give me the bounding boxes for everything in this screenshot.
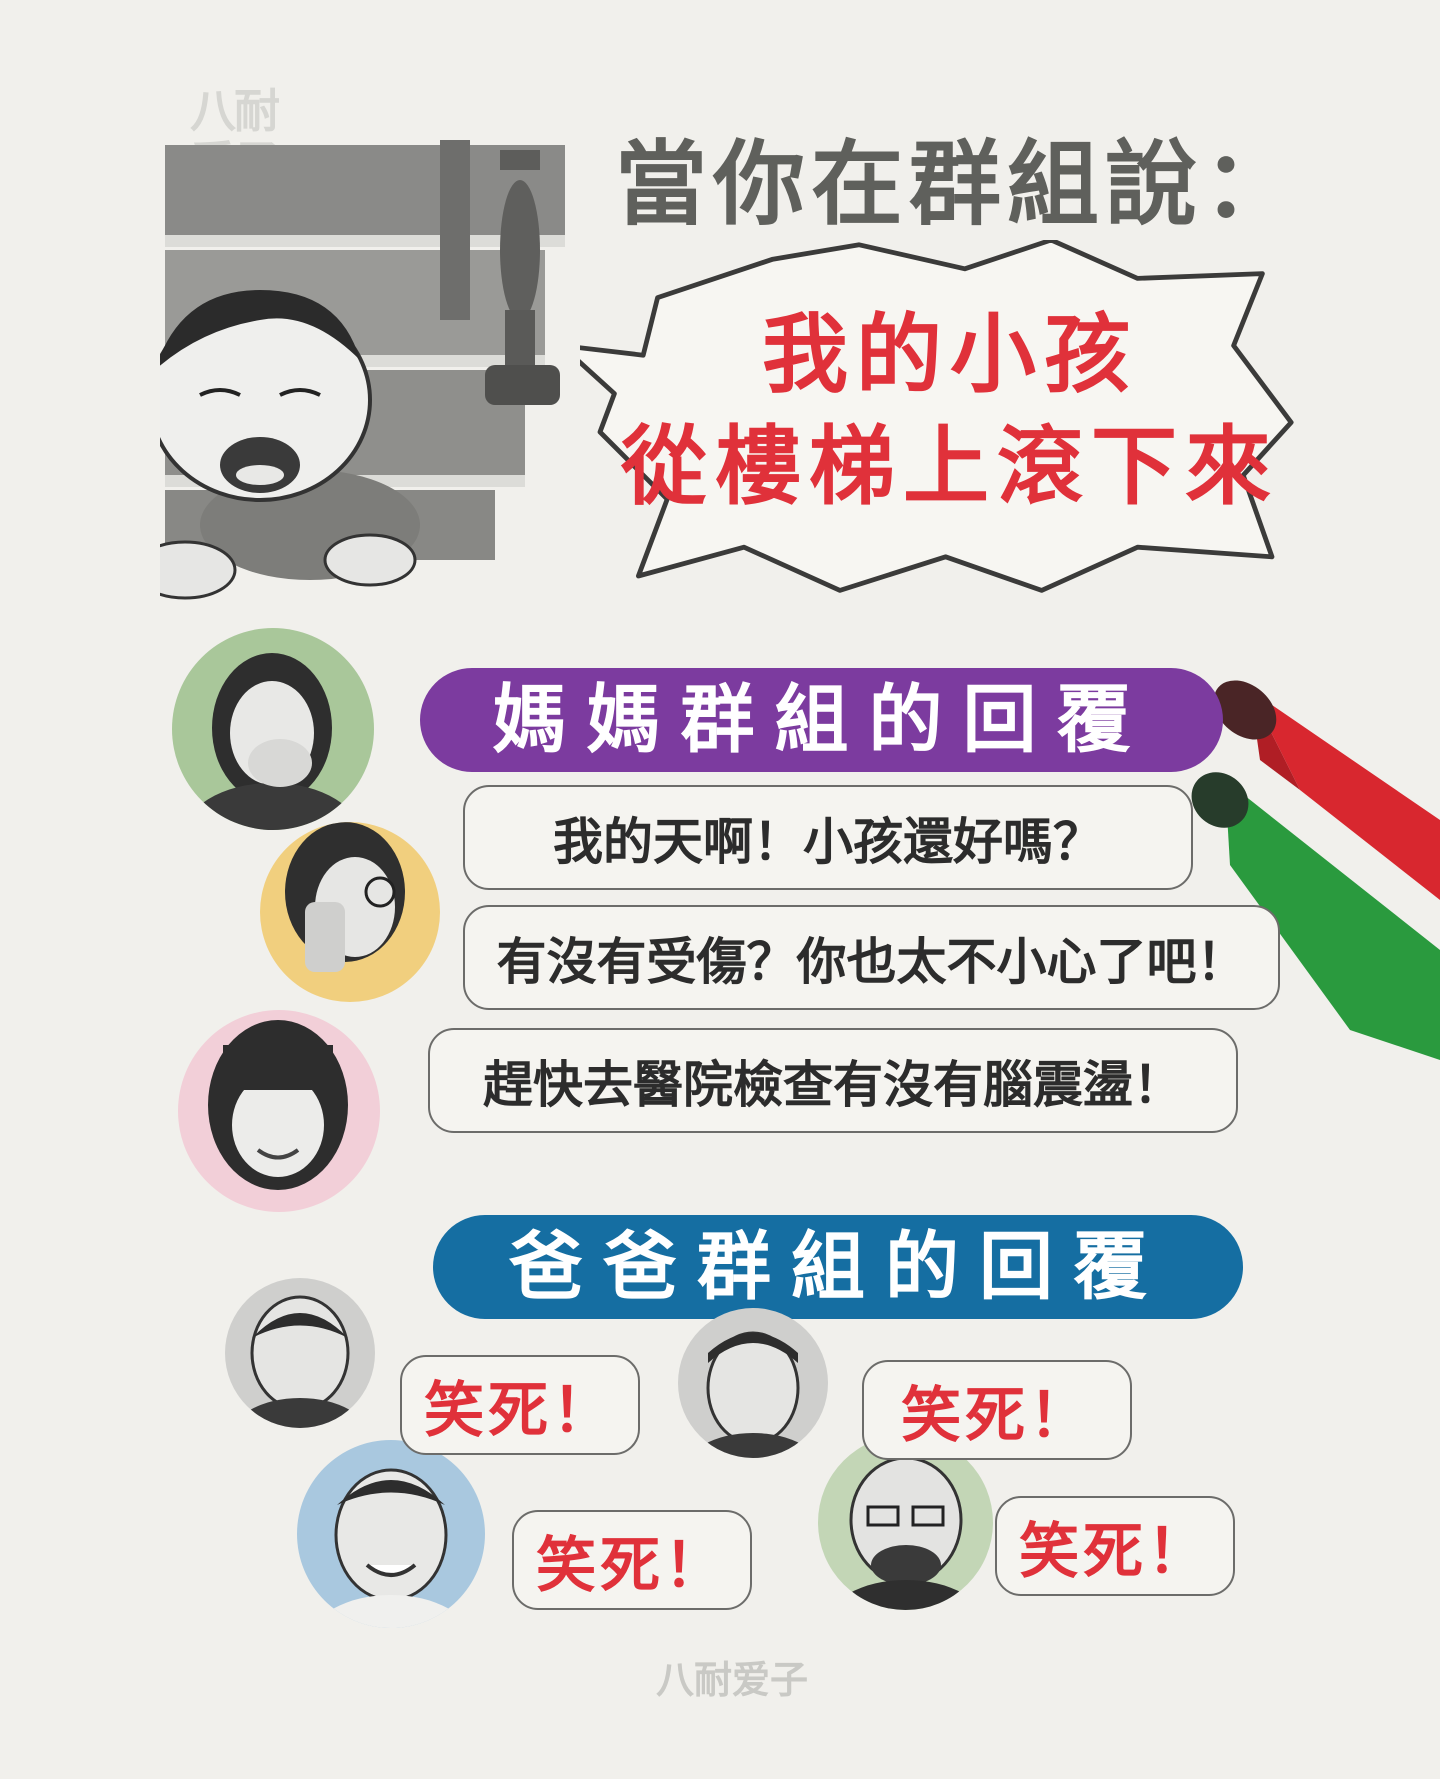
green-marker-graphic — [1191, 772, 1440, 1060]
dad-avatar-1 — [225, 1278, 375, 1428]
dad-reply-text-2: 笑死！ — [901, 1380, 1093, 1451]
dad-reply-bubble-1: 笑死！ — [400, 1355, 640, 1455]
speech-burst — [580, 240, 1294, 593]
dad-reply-text-3: 笑死！ — [536, 1530, 728, 1601]
man-with-glasses-icon — [688, 1331, 818, 1458]
dad-reply-bubble-4: 笑死！ — [995, 1496, 1235, 1596]
mom-reply-text-1: 我的天啊！小孩還好嗎？ — [553, 812, 1103, 871]
logo-bottom-text: 八耐爱子 — [655, 1658, 808, 1702]
dad-avatar-2 — [678, 1308, 828, 1458]
mom-reply-bubble-1: 我的天啊！小孩還好嗎？ — [463, 785, 1193, 890]
dad-reply-text-4: 笑死！ — [1019, 1516, 1211, 1587]
bald-man-glasses-icon — [830, 1456, 982, 1610]
mom-avatar-1 — [172, 628, 374, 830]
mom-reply-bubble-3: 趕快去醫院檢查有沒有腦震盪！ — [428, 1028, 1238, 1133]
stair-post-graphic — [440, 140, 560, 405]
mom-avatar-3 — [178, 1010, 380, 1212]
page-title: 當你在群組說： — [615, 131, 1302, 238]
burst-line-1: 我的小孩 — [762, 305, 1138, 405]
baby-on-stairs-illustration — [160, 140, 565, 600]
dad-reply-bubble-2: 笑死！ — [862, 1360, 1132, 1460]
mom-avatar-2 — [260, 822, 440, 1002]
dad-group-header: 爸爸群組的回覆 — [433, 1215, 1243, 1319]
burst-line-2: 從樓梯上滾下來 — [621, 417, 1279, 517]
mom-group-header: 媽媽群組的回覆 — [420, 668, 1223, 772]
red-marker-graphic — [1213, 680, 1440, 900]
dad-reply-text-1: 笑死！ — [424, 1375, 616, 1446]
markers-graphic — [1191, 680, 1440, 1060]
watermark-logo-bottom: 八耐爱子 — [652, 1650, 812, 1710]
man-portrait-icon — [232, 1295, 368, 1428]
dad-reply-bubble-3: 笑死！ — [512, 1510, 752, 1610]
dad-avatar-3 — [297, 1440, 485, 1628]
dad-avatar-4 — [818, 1435, 993, 1610]
crying-baby-graphic — [160, 290, 420, 600]
woman-with-phone-icon — [285, 822, 405, 972]
woman-portrait-icon — [182, 653, 362, 830]
mom-reply-bubble-2: 有沒有受傷？你也太不小心了吧！ — [463, 905, 1280, 1010]
mom-reply-text-3: 趕快去醫院檢查有沒有腦震盪！ — [483, 1055, 1183, 1114]
smiling-woman-icon — [208, 1020, 348, 1190]
laughing-man-icon — [313, 1468, 469, 1628]
mom-reply-text-2: 有沒有受傷？你也太不小心了吧！ — [496, 932, 1247, 991]
